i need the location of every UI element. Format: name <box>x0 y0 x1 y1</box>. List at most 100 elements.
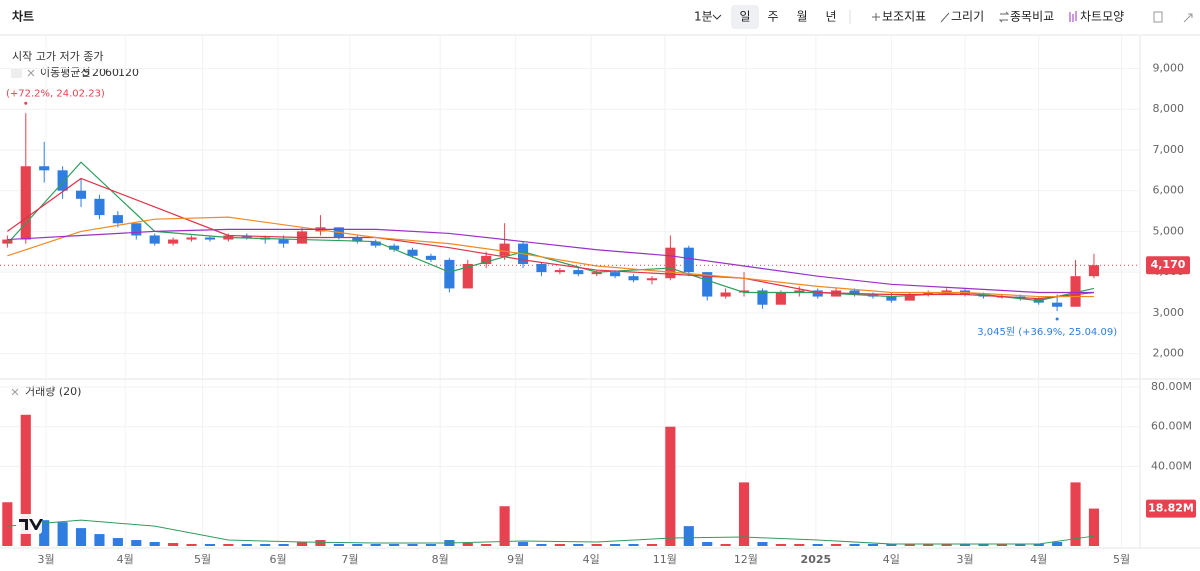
ma-legend: 이동평균선 <box>40 66 91 79</box>
x-tick-label: 11월 <box>653 553 677 566</box>
volume-bar <box>775 544 786 546</box>
indicator-icon <box>11 68 22 78</box>
candle-body <box>775 292 786 305</box>
tool-button[interactable]: 차트모양 <box>1080 10 1124 24</box>
tool-button[interactable]: 보조지표 <box>882 10 926 24</box>
candle-body <box>536 263 547 273</box>
y-tick-label: 9,000 <box>1153 62 1185 75</box>
tool-button[interactable]: 종목비교 <box>1010 10 1054 24</box>
ma-line <box>7 228 1094 294</box>
candle-body <box>481 255 492 264</box>
volume-bar <box>223 544 234 546</box>
volume-bar <box>628 544 639 546</box>
volume-bar <box>904 544 915 546</box>
volume-bar <box>352 544 363 546</box>
candle-body <box>425 255 437 260</box>
candle-body <box>131 223 142 236</box>
interval-select[interactable]: 1분 <box>694 10 713 24</box>
current-price-label: 4,170 <box>1151 258 1186 271</box>
candle-body <box>278 239 289 244</box>
period-selected-bg <box>731 5 759 29</box>
volume-bar <box>425 544 437 546</box>
volume-bar <box>112 538 123 546</box>
x-tick-label: 4월 <box>117 553 134 566</box>
volume-bar <box>646 544 658 546</box>
volume-bar <box>978 544 989 546</box>
close-icon[interactable] <box>27 69 35 77</box>
volume-bar <box>186 544 197 546</box>
volume-bar <box>941 544 952 546</box>
chart-style-icon <box>1069 11 1077 22</box>
x-tick-label: 9월 <box>507 553 524 566</box>
current-price-tag <box>1146 256 1190 275</box>
annotation-label: (+72.2%, 24.02.23) <box>6 88 105 99</box>
candle-body <box>370 241 381 246</box>
compare-icon <box>998 11 1010 23</box>
y-tick-label: 60.00M <box>1151 420 1192 433</box>
x-tick-label: 8월 <box>432 553 449 566</box>
current-volume-tag <box>1146 499 1196 518</box>
volume-bar <box>149 542 160 546</box>
candle-body <box>407 249 418 256</box>
candle-body <box>94 198 105 216</box>
draw-icon <box>940 12 950 23</box>
volume-bar <box>1052 542 1063 546</box>
tool-button[interactable]: 그리기 <box>951 10 984 24</box>
volume-bar <box>959 544 971 546</box>
volume-bar <box>536 544 547 546</box>
y-tick-label: 40.00M <box>1151 459 1192 472</box>
period-button[interactable]: 일 <box>739 10 750 24</box>
volume-bar <box>333 544 344 546</box>
candle-body <box>112 215 123 224</box>
x-tick-label: 3월 <box>37 553 54 566</box>
volume-bar <box>996 544 1007 546</box>
volume-bar <box>738 482 750 546</box>
volume-bar <box>39 520 50 546</box>
candle-body <box>886 296 897 301</box>
period-button[interactable]: 년 <box>825 10 836 24</box>
candle-body <box>149 235 160 244</box>
candle-body <box>554 270 565 273</box>
candle-body <box>2 239 13 244</box>
candle-body <box>683 247 694 273</box>
volume-bar <box>831 544 842 546</box>
volume-bar <box>554 544 565 546</box>
ma-legend-item: 5 <box>83 66 90 79</box>
volume-ma-line <box>7 519 1095 545</box>
volume-bar <box>370 544 381 546</box>
volume-bar <box>573 544 584 546</box>
x-tick-label: 12월 <box>734 553 758 566</box>
candle-body <box>186 237 197 240</box>
candle-body <box>39 166 50 171</box>
candle-body <box>794 290 805 293</box>
candle-body <box>720 292 731 297</box>
expand-icon[interactable] <box>1183 13 1193 23</box>
page-title: 차트 <box>12 9 34 24</box>
volume-bar <box>241 544 252 546</box>
x-tick-label: 3월 <box>956 553 973 566</box>
ma-legend-item: 20 <box>92 66 106 79</box>
candle-body <box>444 259 455 289</box>
volume-bar <box>20 414 31 546</box>
ma-legend-item: 120 <box>118 66 139 79</box>
period-button[interactable]: 월 <box>796 10 807 24</box>
y-tick-label: 6,000 <box>1153 184 1185 197</box>
volume-bar <box>499 506 510 546</box>
close-icon[interactable] <box>11 388 19 396</box>
volume-bar <box>57 522 68 546</box>
trash-icon[interactable] <box>1153 11 1163 23</box>
tradingview-logo <box>16 514 43 534</box>
period-button[interactable]: 주 <box>767 10 778 24</box>
candle-body <box>389 245 400 250</box>
volume-legend: 거래량 (20) <box>25 385 81 398</box>
volume-bar <box>610 544 621 546</box>
x-tick-label: 2025 <box>801 553 832 566</box>
ma-line <box>7 177 1095 300</box>
volume-bar <box>260 544 271 546</box>
volume-bar <box>1088 508 1100 546</box>
candle-body <box>665 247 676 279</box>
volume-bar <box>131 540 142 546</box>
candle-body <box>1088 265 1100 277</box>
